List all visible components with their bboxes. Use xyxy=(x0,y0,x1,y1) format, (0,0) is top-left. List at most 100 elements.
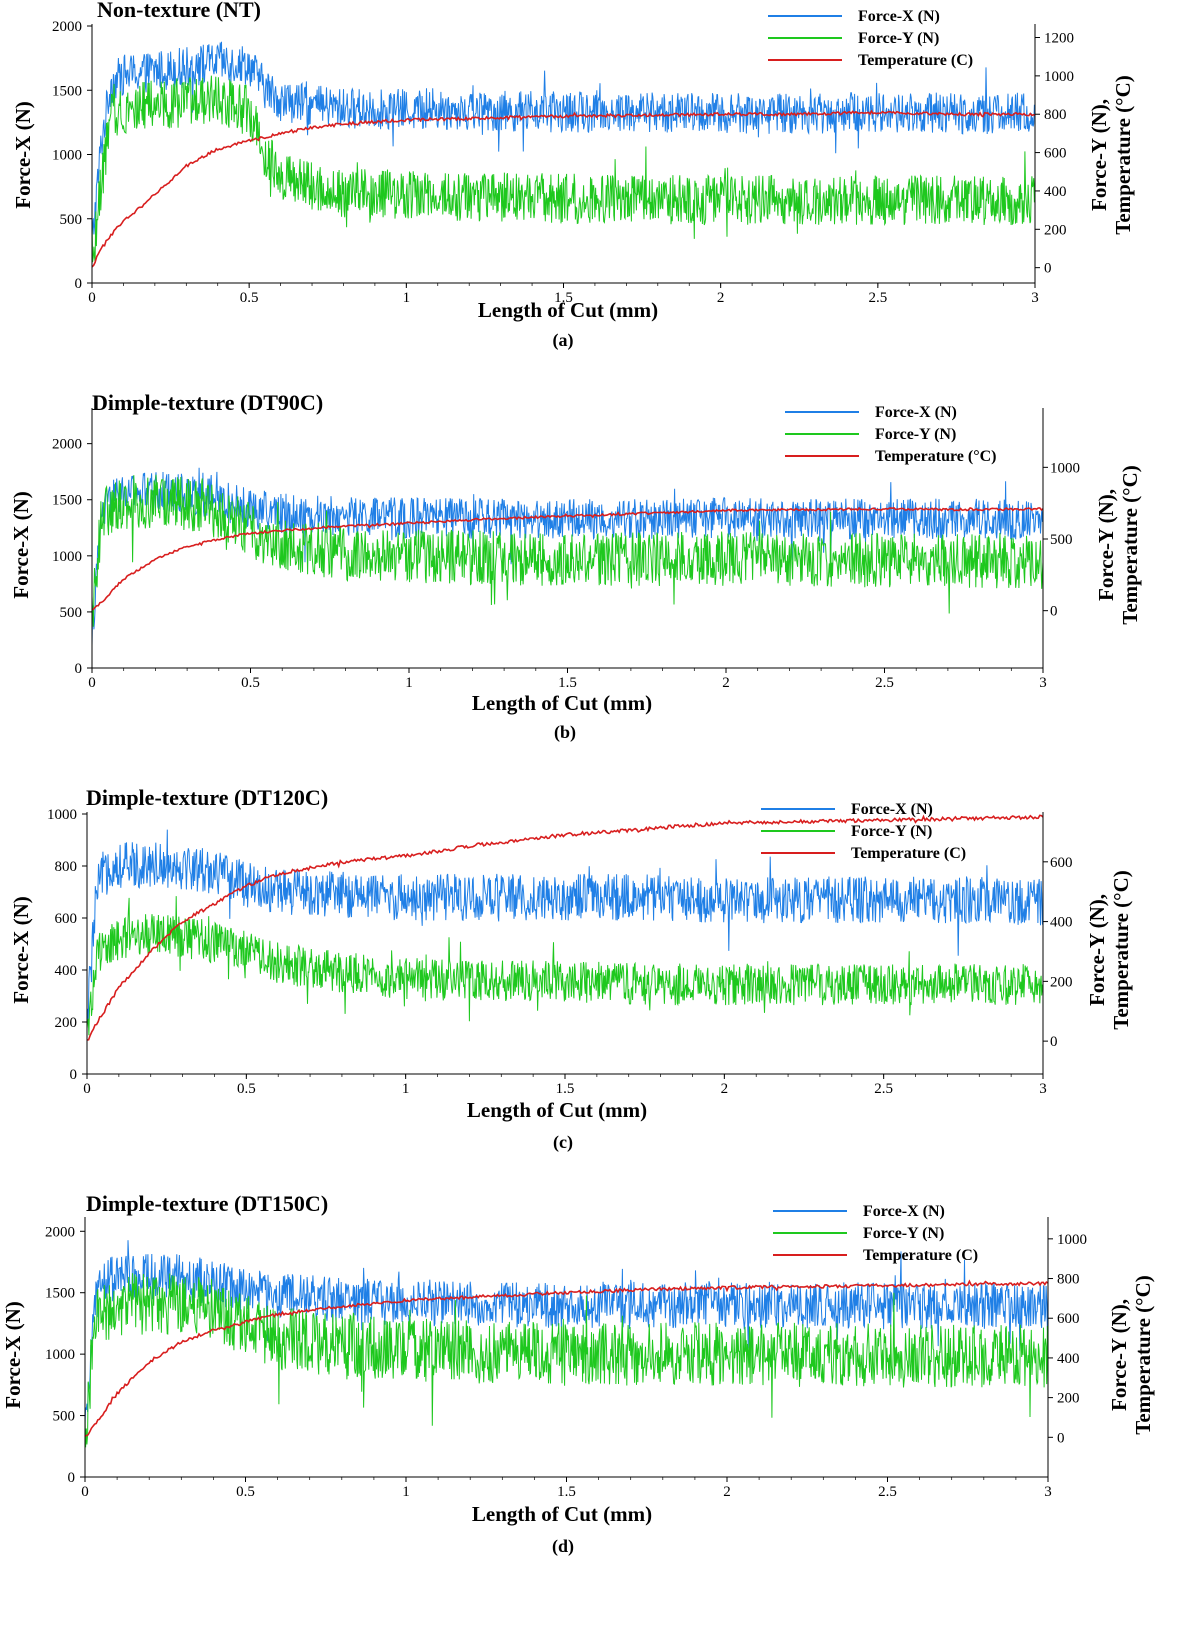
series-line-temperature xyxy=(85,1279,1048,1437)
x-tick-label: 3 xyxy=(1044,1484,1052,1500)
y-right-tick-label: 600 xyxy=(1050,855,1073,871)
series-line-force-x xyxy=(87,829,1043,1024)
panel-caption: (b) xyxy=(554,722,576,743)
x-tick-label: 1.5 xyxy=(554,290,573,306)
y-right-tick-label: 800 xyxy=(1057,1272,1080,1288)
y-axis-label-left: Force-X (N) xyxy=(1,1301,25,1408)
legend-entry: Temperature (C) xyxy=(858,52,973,69)
x-tick-label: 0 xyxy=(81,1484,89,1500)
legend: Force-X (N) Force-Y (N) Temperature (°C) xyxy=(785,404,996,465)
legend-entry: Force-X (N) xyxy=(863,1203,945,1220)
legend: Force-X (N) Force-Y (N) Temperature (C) xyxy=(761,801,966,862)
x-tick-label: 2 xyxy=(721,1081,729,1097)
legend-entry: Force-X (N) xyxy=(858,8,940,25)
legend-entry: Force-Y (N) xyxy=(851,823,932,840)
x-tick-label: 2.5 xyxy=(868,290,887,306)
y-right-tick-label: 200 xyxy=(1050,974,1073,990)
legend-entry: Force-X (N) xyxy=(851,801,933,818)
legend: Force-X (N) Force-Y (N) Temperature (C) xyxy=(768,8,973,69)
x-tick-label: 0 xyxy=(88,675,96,691)
y-left-tick-label: 2000 xyxy=(45,1224,75,1240)
y-right-tick-label: 200 xyxy=(1044,222,1067,238)
y-left-tick-label: 0 xyxy=(75,661,83,677)
series-line-force-y xyxy=(85,1273,1048,1448)
series-line-force-y xyxy=(92,474,1043,627)
chart-title: Dimple-texture (DT120C) xyxy=(86,785,328,810)
legend: Force-X (N) Force-Y (N) Temperature (C) xyxy=(773,1203,978,1264)
series-line-force-y xyxy=(87,896,1043,1036)
y-axis-label-right: Force-Y (N),Temperature (°C) xyxy=(1087,75,1135,234)
y-right-tick-label: 400 xyxy=(1050,915,1073,931)
panel-caption: (c) xyxy=(553,1132,573,1153)
x-axis-label: Length of Cut (mm) xyxy=(472,1502,652,1526)
x-tick-label: 1 xyxy=(403,290,411,306)
y-right-tick-label: 500 xyxy=(1050,532,1073,548)
y-left-tick-label: 1500 xyxy=(52,493,82,509)
y-axis-label-left: Force-X (N) xyxy=(9,491,33,598)
y-right-tick-label: 0 xyxy=(1057,1430,1065,1446)
x-tick-label: 3 xyxy=(1039,675,1047,691)
plot-area xyxy=(92,467,1043,646)
series-line-force-x xyxy=(92,467,1043,646)
y-right-tick-label: 1000 xyxy=(1044,69,1074,85)
y-left-tick-label: 1000 xyxy=(47,807,77,823)
legend-entry: Force-X (N) xyxy=(875,404,957,421)
series-line-force-x xyxy=(85,1240,1048,1425)
panel-caption: (a) xyxy=(553,330,574,351)
x-tick-label: 0.5 xyxy=(241,675,260,691)
x-tick-label: 0.5 xyxy=(237,1081,256,1097)
x-tick-label: 1 xyxy=(402,1484,410,1500)
x-tick-label: 1.5 xyxy=(558,675,577,691)
x-tick-label: 1.5 xyxy=(557,1484,576,1500)
y-left-tick-label: 400 xyxy=(55,963,78,979)
x-axis-label: Length of Cut (mm) xyxy=(467,1098,647,1122)
y-left-tick-label: 500 xyxy=(60,212,83,228)
chart-panel-b: 0 0.5 1 1.5 2 2.5 3 0 500 1000 1500 2000 0 500 1000 Dim… xyxy=(9,390,1142,743)
y-right-tick-label: 0 xyxy=(1044,261,1052,277)
y-axis-label-left: Force-X (N) xyxy=(9,896,33,1003)
y-right-tick-label: 600 xyxy=(1057,1311,1080,1327)
panel-caption: (d) xyxy=(552,1536,574,1557)
y-left-tick-label: 2000 xyxy=(52,437,82,453)
x-tick-label: 0.5 xyxy=(240,290,259,306)
series-line-force-y xyxy=(92,75,1035,263)
y-right-tick-label: 1000 xyxy=(1050,460,1080,476)
chart-panel-d: 0 0.5 1 1.5 2 2.5 3 0 500 1000 1500 2000 0 200 400 600 8… xyxy=(1,1191,1155,1557)
y-right-tick-label: 600 xyxy=(1044,146,1067,162)
series-line-temperature xyxy=(92,506,1043,611)
plot-area xyxy=(85,1240,1048,1448)
x-axis-label: Length of Cut (mm) xyxy=(478,298,658,322)
y-left-tick-label: 500 xyxy=(60,605,83,621)
y-left-tick-label: 600 xyxy=(55,911,78,927)
series-line-temperature xyxy=(87,814,1043,1041)
x-tick-label: 2.5 xyxy=(874,1081,893,1097)
x-tick-label: 0 xyxy=(83,1081,91,1097)
y-left-tick-label: 1500 xyxy=(45,1286,75,1302)
plot-area xyxy=(92,41,1035,268)
chart-title: Dimple-texture (DT90C) xyxy=(92,390,323,415)
x-tick-label: 3 xyxy=(1039,1081,1047,1097)
legend-entry: Temperature (C) xyxy=(851,845,966,862)
legend-entry: Temperature (C) xyxy=(863,1247,978,1264)
y-right-tick-label: 800 xyxy=(1044,107,1067,123)
y-right-tick-label: 1000 xyxy=(1057,1232,1087,1248)
y-left-tick-label: 0 xyxy=(68,1470,76,1486)
chart-title: Dimple-texture (DT150C) xyxy=(86,1191,328,1216)
series-line-temperature xyxy=(92,109,1035,268)
x-tick-label: 2.5 xyxy=(878,1484,897,1500)
y-right-tick-label: 400 xyxy=(1044,184,1067,200)
chart-panel-a: 0 0.5 1 1.5 2 2.5 3050010001500200002004006008… xyxy=(11,0,1135,351)
x-tick-label: 2.5 xyxy=(875,675,894,691)
y-left-tick-label: 800 xyxy=(55,859,78,875)
y-left-tick-label: 1000 xyxy=(52,549,82,565)
x-tick-label: 2 xyxy=(722,675,730,691)
plot-area xyxy=(87,814,1043,1041)
y-left-tick-label: 1000 xyxy=(52,148,82,164)
x-tick-label: 0 xyxy=(88,290,96,306)
y-right-tick-label: 0 xyxy=(1050,604,1058,620)
y-right-tick-label: 1200 xyxy=(1044,31,1074,47)
x-tick-label: 1 xyxy=(405,675,413,691)
y-left-tick-label: 200 xyxy=(55,1015,78,1031)
x-tick-label: 0.5 xyxy=(236,1484,255,1500)
